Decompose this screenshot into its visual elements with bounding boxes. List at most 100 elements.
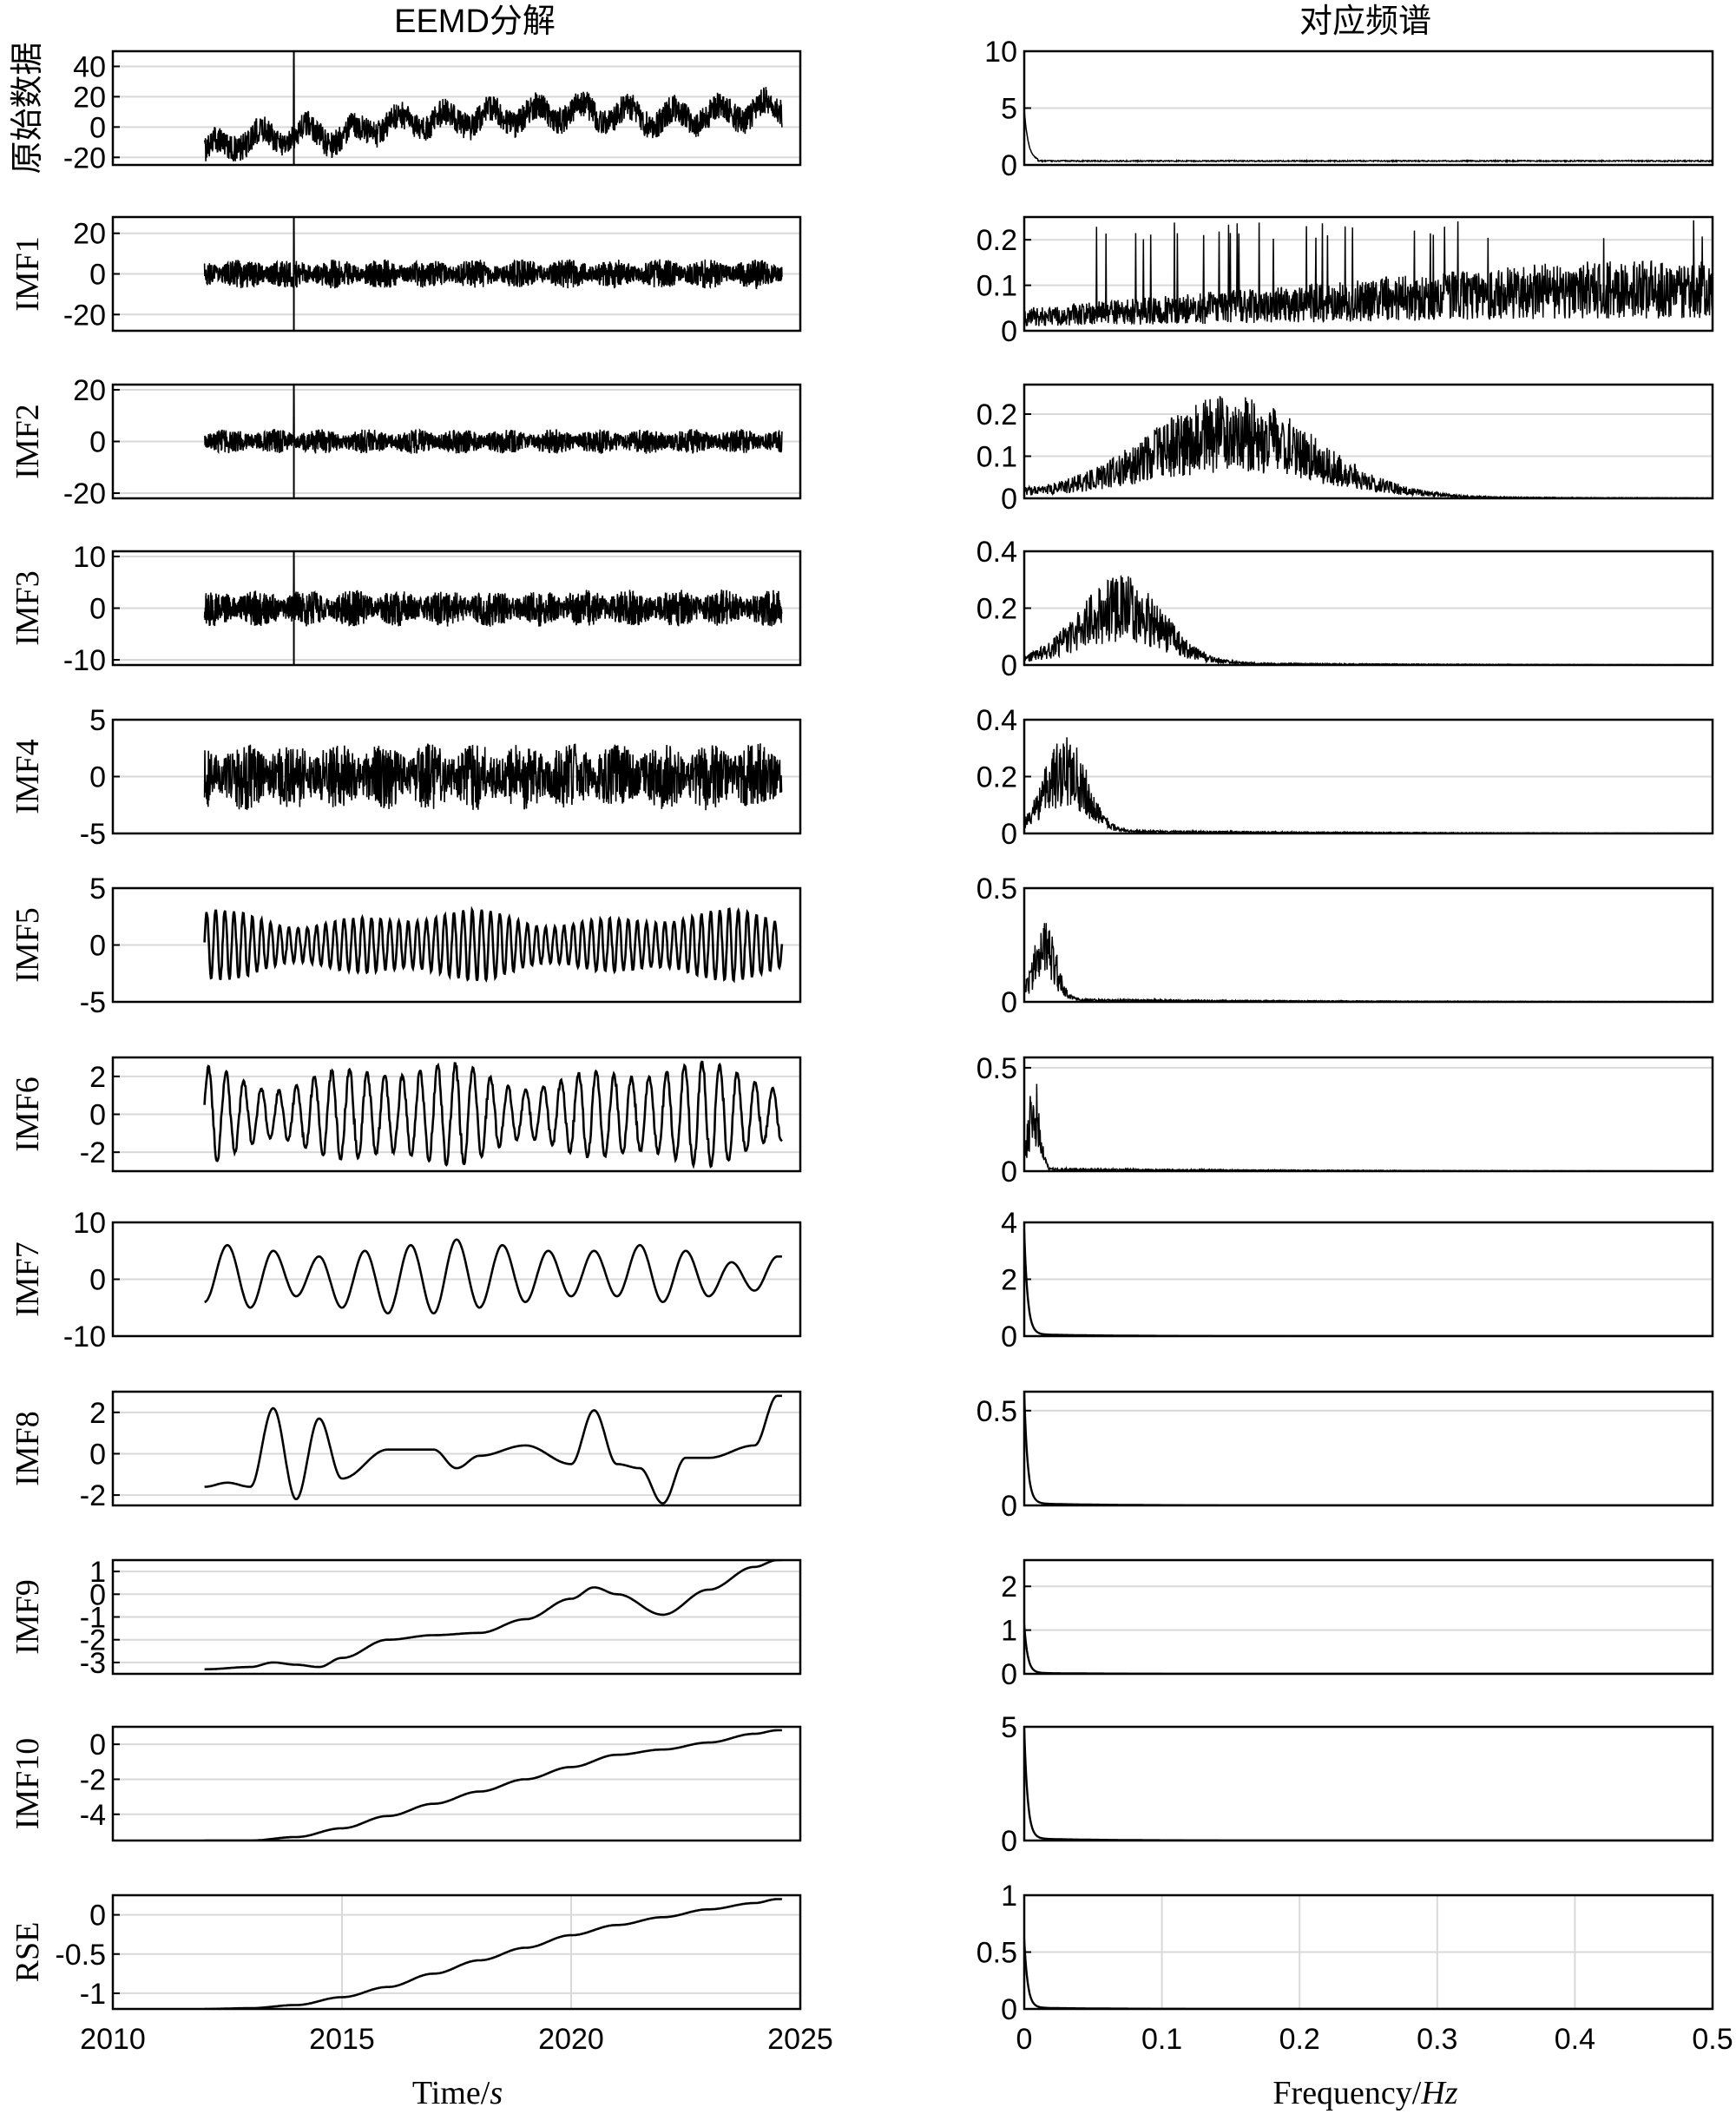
ylabel-原始数据: 原始数据 bbox=[10, 42, 46, 174]
y-tick-label: -10 bbox=[63, 1320, 106, 1353]
y-tick-label: 10 bbox=[73, 1207, 106, 1240]
y-tick-label: 5 bbox=[1001, 93, 1017, 126]
y-tick-label: 20 bbox=[73, 81, 106, 114]
spectrum-line-IMF3 bbox=[1024, 575, 1713, 665]
y-tick-label: 2 bbox=[1001, 1264, 1017, 1297]
axes-frame bbox=[111, 1390, 802, 1507]
ylabel-RSE: RSE bbox=[10, 1922, 46, 1983]
left-subplot-IMF7: -10 0 10 bbox=[63, 1207, 802, 1353]
frequency-axis-ticks: 0 0.1 0.2 0.3 0.4 0.5 bbox=[1016, 2023, 1733, 2056]
y-tick-label: 0 bbox=[89, 1264, 106, 1297]
y-tick-label: 4 bbox=[1001, 1207, 1017, 1240]
series-line-IMF7 bbox=[204, 1238, 782, 1315]
left-subplot-IMF6: -2 0 2 bbox=[80, 1056, 802, 1173]
series-line-IMF3 bbox=[203, 553, 783, 627]
y-tick-label: 0 bbox=[89, 259, 106, 292]
right-subplot-IMF6: 00.5 bbox=[976, 1052, 1714, 1189]
right-subplot-原始数据: 0 5 10 bbox=[984, 36, 1714, 182]
y-tick-label: 0 bbox=[1001, 1993, 1017, 2026]
series-line-IMF4 bbox=[203, 743, 783, 811]
y-tick-label: 2 bbox=[89, 1061, 106, 1094]
y-tick-label: -10 bbox=[63, 644, 106, 677]
right-subplot-IMF5: 00.5 bbox=[976, 873, 1714, 1019]
time-axis-label: Time/s bbox=[412, 2075, 503, 2111]
right-subplot-IMF3: 0 0.2 0.4 bbox=[976, 536, 1714, 682]
time-axis-ticks: 2010 2015 2020 2025 bbox=[80, 2023, 833, 2056]
y-tick-label: 0 bbox=[1001, 1658, 1017, 1691]
y-tick-label: -3 bbox=[80, 1647, 106, 1680]
y-tick-label: 0 bbox=[89, 1438, 106, 1471]
y-tick-label: 10 bbox=[73, 541, 106, 574]
spectrum-line-原始数据 bbox=[1024, 110, 1713, 164]
left-column-title: EEMD分解 bbox=[394, 3, 556, 40]
right-subplot-IMF8: 00.5 bbox=[976, 1390, 1714, 1523]
y-tick-label: 5 bbox=[89, 873, 106, 906]
spectrum-line-IMF10 bbox=[1024, 1729, 1713, 1841]
y-tick-label: 0 bbox=[1001, 149, 1017, 182]
axes-frame bbox=[1023, 215, 1714, 333]
ylabel-IMF4: IMF4 bbox=[10, 739, 46, 814]
y-tick-label: 0 bbox=[1001, 1320, 1017, 1353]
y-tick-label: 0.2 bbox=[976, 761, 1017, 794]
y-tick-label: 2 bbox=[1001, 1571, 1017, 1604]
left-subplot-IMF3: -10 0 10 bbox=[63, 541, 802, 677]
spectrum-line-IMF5 bbox=[1024, 923, 1713, 1002]
right-subplot-IMF1: 0 0.1 0.2 bbox=[976, 215, 1714, 348]
spectrum-line-IMF2 bbox=[1024, 396, 1713, 498]
y-tick-label: 10 bbox=[984, 36, 1017, 69]
spectrum-line-IMF7 bbox=[1024, 1231, 1713, 1336]
y-tick-label: 0.2 bbox=[976, 593, 1017, 626]
ylabel-IMF7: IMF7 bbox=[10, 1241, 46, 1317]
y-tick-label: 0.5 bbox=[976, 1395, 1017, 1428]
y-tick-label: -1 bbox=[80, 1602, 106, 1635]
axes-frame bbox=[111, 49, 802, 167]
y-tick-label: -2 bbox=[80, 1624, 106, 1657]
y-tick-label: 0 bbox=[89, 1900, 106, 1933]
x-tick-label: 0.3 bbox=[1417, 2023, 1457, 2056]
left-subplot-IMF10: 0-2-4 bbox=[80, 1725, 802, 1842]
ylabel-IMF5: IMF5 bbox=[10, 907, 46, 983]
y-tick-label: 0.4 bbox=[976, 704, 1017, 737]
y-tick-label: 0 bbox=[89, 111, 106, 144]
y-tick-label: 0.2 bbox=[976, 224, 1017, 257]
y-tick-label: 0 bbox=[1001, 1825, 1017, 1858]
axes-frame bbox=[1023, 1056, 1714, 1173]
y-tick-label: 0.1 bbox=[976, 270, 1017, 303]
y-tick-label: -4 bbox=[80, 1799, 106, 1832]
y-tick-label: 0 bbox=[89, 930, 106, 963]
y-tick-label: 0.2 bbox=[976, 398, 1017, 431]
left-subplot-IMF4: -5 0 5 bbox=[80, 704, 802, 851]
y-tick-label: 5 bbox=[1001, 1711, 1017, 1744]
ylabel-IMF2: IMF2 bbox=[10, 404, 46, 479]
series-line-IMF2 bbox=[204, 386, 783, 455]
axes-frame bbox=[111, 1725, 802, 1842]
x-tick-label: 2025 bbox=[767, 2023, 833, 2056]
spectrum-line-IMF4 bbox=[1024, 737, 1713, 833]
right-subplot-IMF7: 0 2 4 bbox=[1001, 1207, 1714, 1353]
y-tick-label: -20 bbox=[63, 142, 106, 175]
left-subplot-IMF5: -5 0 5 bbox=[80, 873, 802, 1019]
spectrum-line-IMF1 bbox=[1024, 220, 1713, 326]
y-tick-label: -2 bbox=[80, 1136, 106, 1169]
y-tick-label: 0 bbox=[1001, 1490, 1017, 1523]
y-tick-label: 5 bbox=[89, 704, 106, 737]
y-tick-label: 1 bbox=[1001, 1880, 1017, 1913]
x-tick-label: 0.1 bbox=[1141, 2023, 1182, 2056]
right-subplot-RSE: 00.51 bbox=[976, 1880, 1714, 2026]
axes-frame bbox=[1023, 1558, 1714, 1676]
axes-frame bbox=[1023, 383, 1714, 500]
left-subplot-IMF2: -20 0 20 bbox=[63, 374, 802, 510]
axes-frame bbox=[1023, 1725, 1714, 1842]
y-tick-label: -1 bbox=[80, 1978, 106, 2011]
spectrum-line-IMF9 bbox=[1024, 1624, 1713, 1674]
x-tick-label: 2015 bbox=[309, 2023, 375, 2056]
right-subplot-IMF4: 0 0.2 0.4 bbox=[976, 704, 1714, 851]
right-subplot-IMF9: 0 1 2 bbox=[1001, 1558, 1714, 1691]
y-tick-label: -20 bbox=[63, 299, 106, 332]
ylabel-IMF10: IMF10 bbox=[10, 1738, 46, 1830]
x-tick-label: 0.2 bbox=[1279, 2023, 1320, 2056]
y-tick-label: 0 bbox=[89, 761, 106, 794]
y-tick-label: 0.5 bbox=[976, 873, 1017, 906]
axes-frame bbox=[1023, 1390, 1714, 1507]
